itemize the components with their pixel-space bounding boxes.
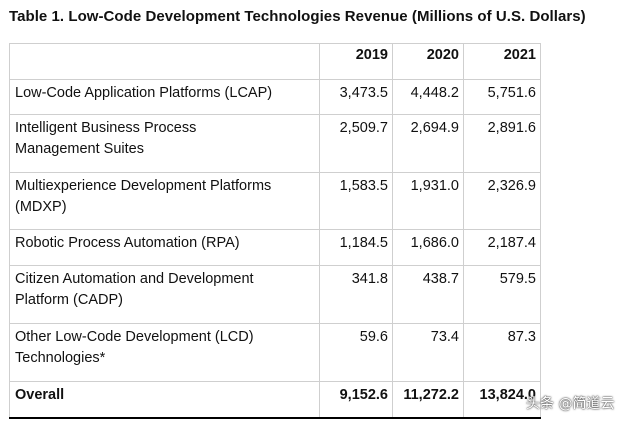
overall-2019: 9,152.6 (319, 381, 393, 419)
cell-2021: 2,326.9 (463, 172, 541, 230)
header-row: 2019 2020 2021 (9, 43, 541, 80)
cell-2020: 4,448.2 (392, 79, 464, 115)
overall-label: Overall (9, 381, 320, 419)
row-label: Citizen Automation and Development Platfo… (9, 265, 320, 324)
table-row: Intelligent Business Process Management S… (9, 114, 541, 173)
revenue-table: 2019 2020 2021 Low-Code Application Plat… (9, 43, 541, 419)
cell-2019: 1,184.5 (319, 229, 393, 266)
cell-2019: 59.6 (319, 323, 393, 382)
cell-2019: 2,509.7 (319, 114, 393, 173)
cell-2021: 579.5 (463, 265, 541, 324)
row-label-line: Citizen Automation and Development (15, 271, 254, 287)
header-cell-label (9, 43, 320, 80)
cell-2020: 73.4 (392, 323, 464, 382)
table-row: Citizen Automation and Development Platfo… (9, 265, 541, 324)
cell-2021: 87.3 (463, 323, 541, 382)
table-title: Table 1. Low-Code Development Technologi… (9, 8, 586, 25)
cell-2020: 438.7 (392, 265, 464, 324)
overall-row: Overall 9,152.6 11,272.2 13,824.0 (9, 381, 541, 419)
row-label: Robotic Process Automation (RPA) (9, 229, 320, 266)
row-label: Multiexperience Development Platforms (MD… (9, 172, 320, 230)
row-label: Low-Code Application Platforms (LCAP) (9, 79, 320, 115)
overall-2021: 13,824.0 (463, 381, 541, 419)
table-row: Multiexperience Development Platforms (MD… (9, 172, 541, 230)
row-label: Other Low-Code Development (LCD) Technolo… (9, 323, 320, 382)
row-label-line: Other Low-Code Development (LCD) (15, 329, 254, 345)
row-label-line: Robotic Process Automation (RPA) (15, 235, 240, 251)
cell-2021: 2,891.6 (463, 114, 541, 173)
cell-2019: 341.8 (319, 265, 393, 324)
header-cell-2019: 2019 (319, 43, 393, 80)
cell-2019: 1,583.5 (319, 172, 393, 230)
table-row: Robotic Process Automation (RPA) 1,184.5… (9, 229, 541, 266)
cell-2020: 1,931.0 (392, 172, 464, 230)
cell-2020: 1,686.0 (392, 229, 464, 266)
row-label-line: Management Suites (15, 141, 144, 157)
header-cell-2021: 2021 (463, 43, 541, 80)
row-label-line: Platform (CADP) (15, 292, 123, 308)
cell-2021: 5,751.6 (463, 79, 541, 115)
row-label-line: Low-Code Application Platforms (LCAP) (15, 85, 273, 101)
row-label-line: Technologies* (15, 350, 106, 366)
source-watermark: 头条 @简道云 (526, 396, 615, 412)
cell-2019: 3,473.5 (319, 79, 393, 115)
overall-2020: 11,272.2 (392, 381, 464, 419)
row-label-line: (MDXP) (15, 199, 67, 215)
row-label-line: Multiexperience Development Platforms (15, 178, 272, 194)
row-label: Intelligent Business Process Management S… (9, 114, 320, 173)
cell-2021: 2,187.4 (463, 229, 541, 266)
header-cell-2020: 2020 (392, 43, 464, 80)
row-label-line: Intelligent Business Process (15, 120, 197, 136)
table-row: Low-Code Application Platforms (LCAP) 3,… (9, 79, 541, 115)
table-row: Other Low-Code Development (LCD) Technolo… (9, 323, 541, 382)
cell-2020: 2,694.9 (392, 114, 464, 173)
